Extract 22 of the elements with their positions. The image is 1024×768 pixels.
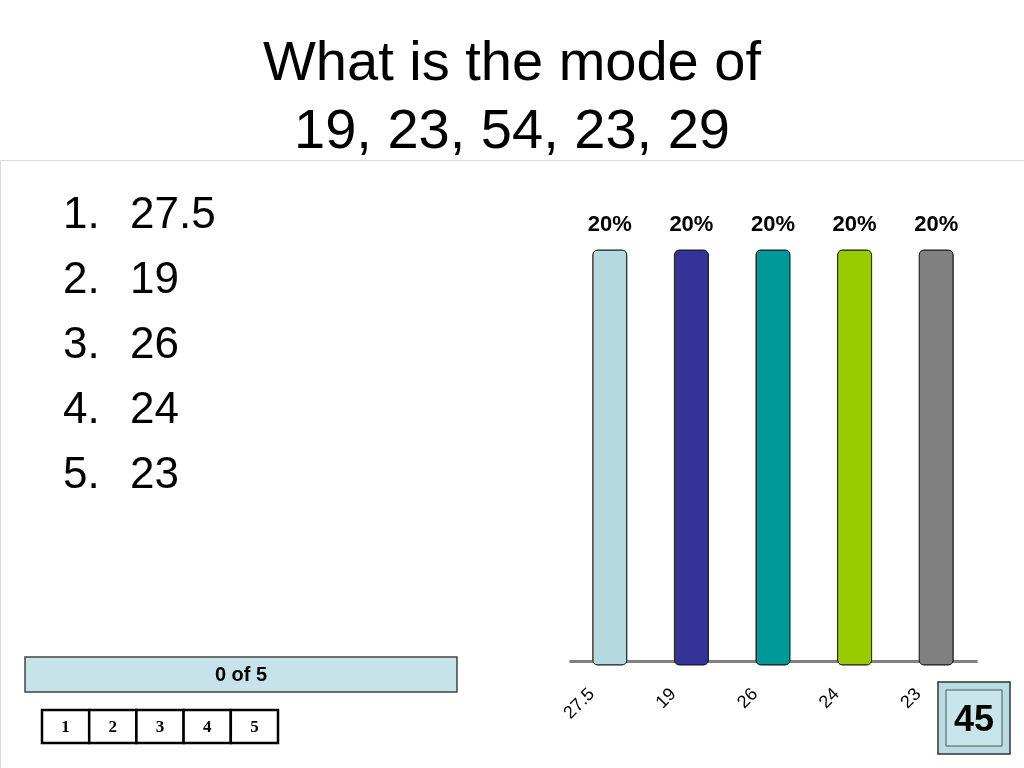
x-tick-label: 23 xyxy=(896,683,925,713)
x-tick-label: 24 xyxy=(814,683,843,713)
text: 0 of 5 xyxy=(214,663,268,685)
text: 1 xyxy=(61,717,70,736)
chart-title: What is the mode of 19, 23, 54, 23, 29 xyxy=(262,29,762,160)
text: 3. 26 xyxy=(63,318,179,367)
text: 4 xyxy=(202,717,212,736)
data-label: 20% xyxy=(832,211,877,236)
text: 1. 27.5 xyxy=(63,188,216,237)
text: 3 xyxy=(155,717,165,736)
text: 2. 19 xyxy=(63,253,179,302)
text: 4. 24 xyxy=(63,383,179,432)
data-label: 20% xyxy=(914,211,959,236)
text: 45 xyxy=(953,698,995,739)
x-tick-label: 26 xyxy=(733,683,762,713)
text: 2 xyxy=(108,717,118,736)
text: 5 xyxy=(250,717,259,736)
data-label: 20% xyxy=(669,211,714,236)
x-tick-label: 19 xyxy=(651,683,680,713)
data-label: 20% xyxy=(587,211,632,236)
data-label: 20% xyxy=(750,211,796,236)
text: 5. 23 xyxy=(63,448,179,497)
